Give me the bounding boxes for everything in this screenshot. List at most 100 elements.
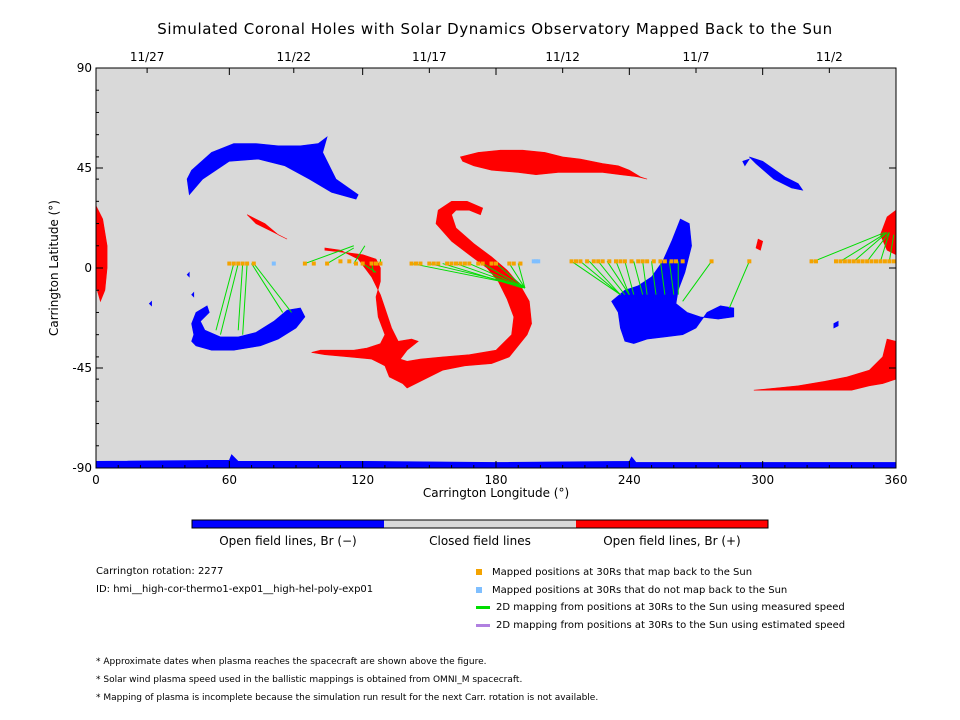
measured-mapping-line [442,263,523,289]
mapped-point [636,259,641,264]
negative-coronal-hole [191,305,306,351]
measured-mapping-line [668,261,675,295]
legend-label: 2D mapping from positions at 30Rs to the… [496,620,846,631]
measured-mapping-line [571,260,621,296]
x-tick-label: 60 [222,473,237,487]
mapped-point [240,261,245,266]
y-tick-label: 45 [77,161,92,175]
chart-title: Simulated Coronal Holes with Solar Dynam… [157,20,833,38]
measured-mapping-line [642,261,648,295]
mapped-point [507,261,512,266]
mapped-point [378,261,383,266]
measured-mapping-lines [215,231,895,335]
colorbar-label-positive: Open field lines, Br (+) [603,534,741,548]
top-date-ticks: 11/27 11/22 11/17 11/12 11/7 11/2 [130,50,843,73]
positive-coronal-holes [95,149,897,391]
mapped-point [674,259,678,264]
mapped-point [662,259,667,264]
mapped-point [369,261,374,266]
colorbar-closed [384,520,576,528]
mapped-point [645,259,650,264]
measured-line-swatch [476,605,490,609]
negative-coronal-hole [749,156,804,191]
mapped-point [834,259,838,264]
mapped-point [518,261,523,266]
measured-mapping-line [624,261,635,295]
mapped-point [622,259,627,264]
mapped-point [591,259,596,264]
measured-mapping-line [242,263,248,335]
mapped-point [585,259,590,264]
mapped-point [409,261,414,266]
measured-mapping-line [813,231,886,262]
mapped-point [658,259,663,264]
colorbar-label-closed: Closed field lines [429,534,531,548]
mapped-point [374,261,378,266]
date-tick-label: 11/17 [412,50,447,64]
mapped-point [347,259,352,264]
mapped-point [614,259,618,264]
measured-mapping-line [728,261,750,309]
measured-mapping-line [482,263,526,289]
mapped-point [476,261,481,266]
mapped-point [311,261,316,266]
colorbar [191,519,769,529]
mapped-point [669,259,674,264]
mapped-point [891,259,896,264]
negative-coronal-hole [742,158,751,167]
measured-mapping-line [517,263,526,289]
mapped-point [851,259,856,264]
mapped-point [360,261,365,266]
colorbar-negative [192,520,384,528]
unmapped-point [534,259,538,264]
measured-mapping-line [495,263,526,289]
mapped-point [236,261,241,266]
mapped-point [887,259,892,264]
y-tick-label: 90 [77,61,92,75]
mapped-point [640,259,645,264]
negative-coronal-hole [148,300,152,307]
mapped-point [231,261,236,266]
mapped-point [325,261,330,266]
y-axis-ticks: -90 -45 0 45 90 [72,61,896,475]
colorbar-positive [576,520,768,528]
date-tick-label: 11/22 [276,50,311,64]
measured-mapping-line [879,232,890,262]
measured-mapping-line [469,263,526,289]
x-tick-label: 120 [351,473,374,487]
unmapped-point [536,259,541,264]
x-tick-label: 0 [92,473,100,487]
y-tick-label: -45 [72,361,92,375]
mapped-positions [227,259,896,266]
unmapped-point [271,261,276,266]
colorbar-frame [191,519,769,529]
mapped-point [431,261,436,266]
positive-coronal-hole [311,201,532,389]
legend-label: Mapped positions at 30Rs that do not map… [492,585,788,596]
mapped-point [618,259,623,264]
mapped-point [489,261,494,266]
mapped-point [878,259,883,264]
negative-coronal-hole [833,320,839,329]
mapped-point [302,261,307,266]
footnote: * Approximate dates when plasma reaches … [96,657,487,667]
mapped-point [814,259,818,264]
date-tick-label: 11/7 [683,50,710,64]
colorbar-label-negative: Open field lines, Br (−) [219,534,357,548]
footnote: * Solar wind plasma speed used in the ba… [96,675,523,685]
mapped-point [847,259,852,264]
mapped-point [629,259,634,264]
mapped-point [462,261,467,266]
positive-coronal-hole [459,149,648,180]
positive-coronal-hole [755,238,764,251]
mapped-point [338,259,343,264]
mapped-point [747,259,752,264]
measured-mapping-line [508,263,526,289]
run-id: ID: hmi__high-cor-thermo1-exp01__high-he… [96,584,374,595]
mapped-point [680,259,685,264]
mapped-point [480,261,485,266]
mapped-point [607,259,612,264]
mapped-point [494,261,498,266]
footnote: * Mapping of plasma is incomplete becaus… [96,693,599,703]
y-tick-label: 0 [84,261,92,275]
